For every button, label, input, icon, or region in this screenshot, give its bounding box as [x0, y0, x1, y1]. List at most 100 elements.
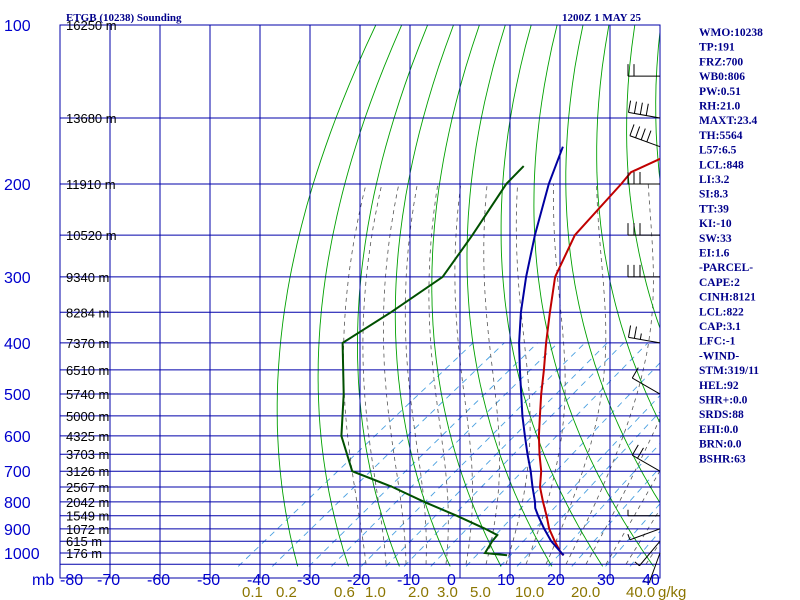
stat-line: TT:39 [699, 203, 729, 215]
wind-barb [627, 509, 660, 517]
stats-panel: WMO:10238 TP:191 FRZ:700 WB0:806 PW:0.51 RH:2… [699, 27, 763, 465]
pressure-tick-label: 900 [4, 522, 31, 539]
stat-line: SHR+:0.0 [699, 395, 748, 407]
wind-barb-staff [629, 135, 661, 148]
pressure-tick-label: 500 [4, 387, 31, 404]
mixing-ratio-label: 10.0 [515, 584, 544, 600]
pressure-tick-label: 1000 [4, 546, 40, 563]
moist-adiabat [525, 183, 566, 565]
stat-line: CAP:3.1 [699, 321, 741, 333]
wind-barb-staff [629, 528, 661, 541]
wind-barb-half-flag [634, 561, 640, 567]
wind-barb-staff [639, 540, 661, 567]
dry-adiabat [394, 25, 454, 567]
wind-barb-staff [632, 377, 661, 395]
x-unit-label: mb [32, 572, 54, 589]
height-label: 5740 m [66, 387, 109, 402]
stat-line: RH:21.0 [699, 101, 740, 113]
wind-barb-flag [645, 103, 649, 116]
height-label: 176 m [66, 546, 102, 561]
height-label: 3126 m [66, 464, 109, 479]
dry-adiabat [565, 25, 660, 504]
stat-line: LCL:822 [699, 306, 744, 318]
mixing-ratio-label: 5.0 [470, 584, 491, 600]
stat-line: STM:319/11 [699, 365, 759, 377]
temperature-tick-label: 30 [597, 572, 615, 589]
stat-line: BSHR:63 [699, 453, 746, 465]
height-label: 1072 m [66, 522, 109, 537]
temperature-tick-label: -40 [247, 572, 270, 589]
height-label: 16250 m [66, 18, 117, 33]
wind-barb-flag [633, 101, 637, 114]
temperature-tick-label: -80 [60, 572, 83, 589]
stat-line: PW:0.51 [699, 86, 741, 98]
temperature-tick-label: 0 [447, 572, 456, 589]
wind-barb-flag [629, 124, 635, 136]
wind-barb [627, 325, 661, 344]
moist-adiabat [585, 417, 660, 565]
wind-barb-flag [631, 367, 639, 379]
dry-adiabat [626, 25, 660, 330]
stat-line: TH:5564 [699, 130, 743, 142]
height-label: 2042 m [66, 495, 109, 510]
dry-adiabat [764, 25, 800, 566]
wind-barb [627, 171, 660, 185]
temperature-tick-label: -20 [347, 572, 370, 589]
wind-barb-flag [640, 128, 646, 141]
stat-line: TP:191 [699, 42, 735, 54]
stat-line: HEL:92 [699, 380, 739, 392]
wind-barb-flag [639, 102, 643, 115]
wind-barb [643, 552, 661, 584]
stat-line: WB0:806 [699, 71, 745, 83]
wind-barb-flag [627, 100, 632, 113]
temperature-line [537, 157, 660, 557]
wind-barb-half-flag [639, 333, 642, 340]
temperature-tick-label: 10 [497, 572, 515, 589]
moist-adiabat [545, 183, 607, 565]
mixing-ratio-label: g/kg [658, 584, 686, 600]
moist-adiabat [454, 183, 473, 565]
stat-line: FRZ:700 [699, 56, 743, 68]
height-label: 1549 m [66, 509, 109, 524]
wind-barb [627, 223, 660, 236]
stat-line: LI:3.2 [699, 174, 730, 186]
stat-line: CAPE:2 [699, 277, 740, 289]
temperature-tick-label: -10 [397, 572, 420, 589]
moist-adiabat [428, 183, 449, 565]
wind-barb [627, 528, 661, 541]
mixing-ratio-label: 20.0 [571, 584, 600, 600]
stat-line: LFC:-1 [699, 336, 736, 348]
height-label: 8284 m [66, 305, 109, 320]
stat-line: -PARCEL- [699, 262, 753, 274]
moist-adiabat [483, 183, 501, 565]
valid-time: 1200Z 1 MAY 25 [562, 12, 641, 24]
mixing-ratio-label: 0.2 [276, 584, 297, 600]
dewpoint-line [340, 165, 525, 557]
mixing-ratio-label: 2.0 [408, 584, 429, 600]
temperature-tick-label: -70 [97, 572, 120, 589]
height-label: 3703 m [66, 447, 109, 462]
stat-line: EHI:0.0 [699, 424, 739, 436]
dry-adiabat [276, 25, 377, 567]
stat-line: L57:6.5 [699, 145, 737, 157]
height-label: 11910 m [66, 177, 116, 192]
temperature-tick-label: 40 [642, 572, 660, 589]
stat-line: -WIND- [699, 350, 739, 362]
height-label: 6510 m [66, 363, 109, 378]
moist-adiabats [342, 183, 660, 565]
stat-line: MAXT:23.4 [699, 115, 757, 127]
wind-barb-half-flag [627, 533, 631, 540]
wind-barb [627, 264, 660, 278]
stat-line: BRN:0.0 [699, 439, 742, 451]
wind-barb-flag [633, 326, 637, 339]
moist-adiabat [404, 183, 427, 565]
height-label: 7370 m [66, 336, 109, 351]
mixing-ratio-label: 0.1 [242, 584, 263, 600]
wind-barbs [627, 64, 661, 584]
pressure-tick-label: 100 [4, 18, 31, 35]
chart-title: ETGB (10238) Sounding [66, 12, 182, 24]
pressure-tick-label: 200 [4, 177, 31, 194]
stat-line: KI:-10 [699, 218, 732, 230]
